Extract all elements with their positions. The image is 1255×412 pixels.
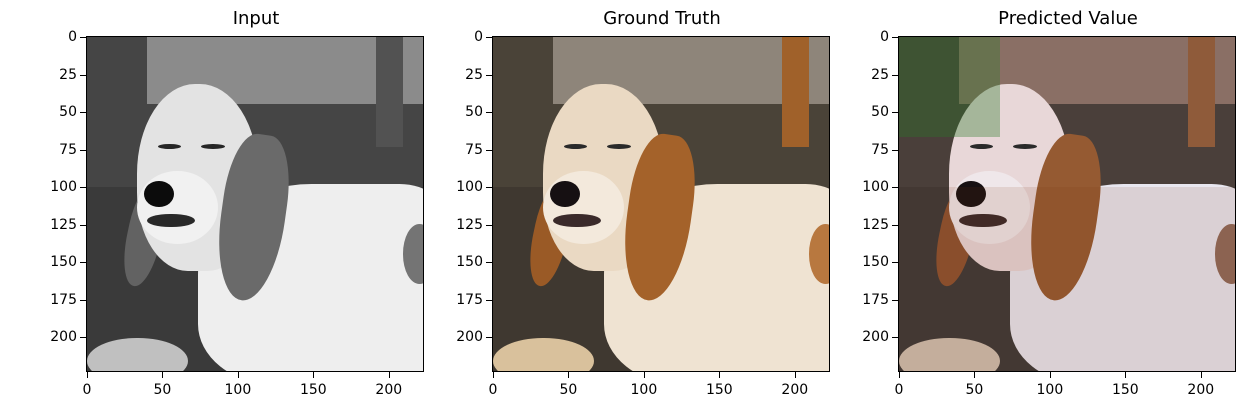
y-tick-label: 75 (59, 141, 77, 158)
x-tick (388, 372, 390, 378)
x-tick (1049, 372, 1051, 378)
x-tick-label: 150 (705, 382, 733, 398)
panel-title: Predicted Value (998, 8, 1138, 29)
y-tick (486, 149, 492, 151)
x-tick-label: 0 (488, 382, 498, 398)
y-tick (892, 187, 898, 188)
dog-photo-predicted (899, 37, 1235, 371)
y-tick-label: 200 (862, 329, 889, 345)
y-tick-label: 125 (456, 216, 483, 233)
y-tick-label: 175 (456, 291, 483, 308)
y-tick (486, 112, 492, 113)
y-tick (486, 187, 492, 188)
y-tick-label: 100 (50, 179, 77, 195)
y-tick-label: 50 (59, 104, 77, 120)
x-tick (1200, 372, 1202, 378)
y-tick-label: 200 (50, 329, 77, 345)
dog-photo-grayscale (87, 37, 423, 371)
image-axes: 0 25 50 75 100 125 150 175 200 0 50 100 150 200 (456, 30, 830, 397)
y-tick-label: 25 (59, 66, 77, 83)
y-tick-label: 25 (871, 66, 889, 83)
y-tick-label: 150 (456, 254, 483, 270)
y-tick-label: 75 (465, 141, 483, 158)
y-tick (892, 74, 898, 76)
x-tick (794, 372, 796, 378)
y-tick (486, 299, 492, 301)
y-tick-label: 100 (456, 179, 483, 195)
x-tick-label: 0 (894, 382, 904, 398)
x-tick-label: 200 (781, 382, 809, 398)
x-tick (974, 372, 976, 378)
y-tick (486, 262, 492, 263)
y-tick (892, 299, 898, 301)
y-tick (486, 37, 492, 38)
y-tick (892, 224, 898, 226)
x-tick (313, 372, 315, 378)
x-tick-label: 100 (224, 382, 252, 398)
y-tick (80, 37, 86, 38)
image-axes: 0 25 50 75 100 125 150 175 200 0 50 100 150 200 (862, 30, 1236, 397)
x-tick-label: 0 (82, 382, 92, 398)
x-tick (719, 372, 721, 378)
y-tick (486, 74, 492, 76)
y-tick (486, 224, 492, 226)
x-tick (899, 372, 900, 378)
y-tick-label: 25 (465, 66, 483, 83)
y-tick (80, 187, 86, 188)
y-tick-label: 50 (465, 104, 483, 120)
y-tick-label: 200 (456, 329, 483, 345)
y-tick-label: 75 (871, 141, 889, 158)
y-tick-label: 125 (862, 216, 889, 233)
x-tick (87, 372, 88, 378)
y-tick-label: 50 (871, 104, 889, 120)
x-tick-label: 100 (630, 382, 658, 398)
image-axes: 0 25 50 75 100 125 150 175 200 0 50 100 150 200 (50, 30, 424, 397)
y-tick (892, 149, 898, 151)
y-tick-label: 150 (862, 254, 889, 270)
x-tick (493, 372, 494, 378)
y-tick (486, 337, 492, 338)
y-tick (892, 337, 898, 338)
y-tick (892, 112, 898, 113)
panel-title: Input (232, 8, 280, 29)
y-tick (80, 337, 86, 338)
dog-photo-color (493, 37, 829, 371)
x-tick-label: 150 (299, 382, 327, 398)
y-tick (80, 74, 86, 76)
x-tick-label: 50 (559, 382, 578, 398)
y-tick (80, 112, 86, 113)
panel-title: Ground Truth (603, 8, 721, 29)
y-tick-label: 0 (68, 29, 77, 45)
y-tick-label: 125 (50, 216, 77, 233)
y-tick-label: 0 (474, 29, 483, 45)
y-tick-label: 150 (50, 254, 77, 270)
x-tick (568, 372, 570, 378)
y-tick-label: 175 (50, 291, 77, 308)
x-tick-label: 200 (1187, 382, 1215, 398)
x-tick-label: 50 (153, 382, 172, 398)
x-tick (162, 372, 164, 378)
x-tick-label: 50 (965, 382, 984, 398)
y-tick (80, 224, 86, 226)
x-tick-label: 150 (1111, 382, 1139, 398)
y-tick (80, 299, 86, 301)
y-tick (80, 149, 86, 151)
x-tick-label: 200 (375, 382, 403, 398)
x-tick (1125, 372, 1127, 378)
x-tick (643, 372, 645, 378)
x-tick (237, 372, 239, 378)
y-tick-label: 175 (862, 291, 889, 308)
y-tick-label: 100 (862, 179, 889, 195)
y-tick (892, 262, 898, 263)
x-tick-label: 100 (1036, 382, 1064, 398)
y-tick (892, 37, 898, 38)
y-tick-label: 0 (880, 29, 889, 45)
y-tick (80, 262, 86, 263)
